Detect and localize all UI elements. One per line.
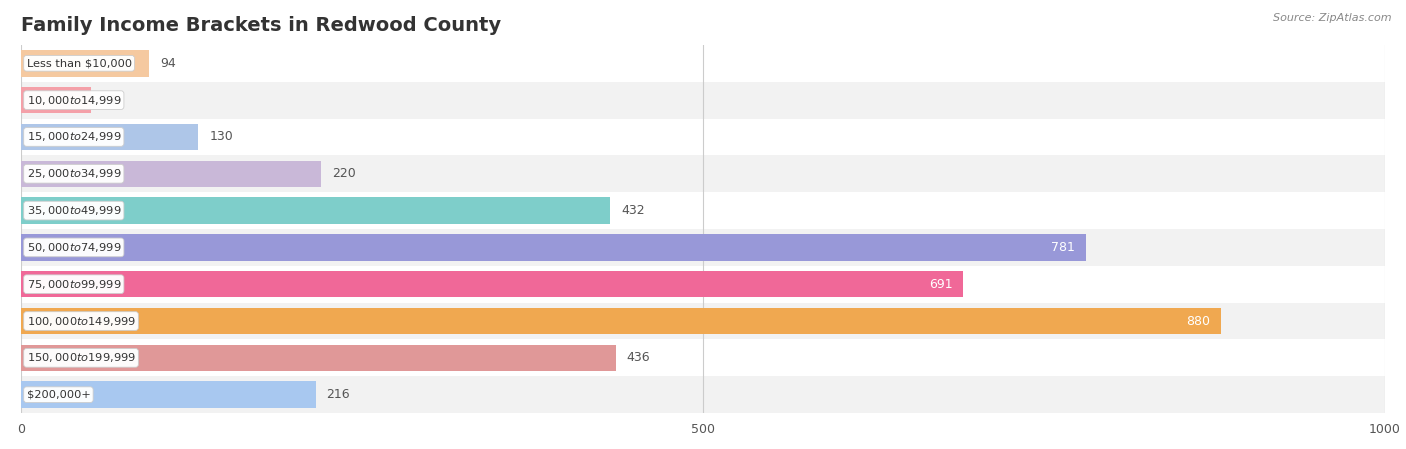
Text: 691: 691 <box>929 278 953 291</box>
Text: $25,000 to $34,999: $25,000 to $34,999 <box>27 167 121 180</box>
Text: Source: ZipAtlas.com: Source: ZipAtlas.com <box>1274 13 1392 23</box>
Text: Family Income Brackets in Redwood County: Family Income Brackets in Redwood County <box>21 16 501 35</box>
Text: 216: 216 <box>326 388 350 401</box>
Bar <box>21 160 321 187</box>
Text: $15,000 to $24,999: $15,000 to $24,999 <box>27 131 121 143</box>
Bar <box>21 271 963 298</box>
Bar <box>21 192 1385 229</box>
Text: 51: 51 <box>101 94 118 106</box>
Bar <box>21 82 1385 119</box>
Bar <box>21 339 1385 376</box>
Text: $10,000 to $14,999: $10,000 to $14,999 <box>27 94 121 106</box>
Bar <box>21 381 316 408</box>
Bar <box>21 123 198 150</box>
Text: Less than $10,000: Less than $10,000 <box>27 58 132 68</box>
Text: $100,000 to $149,999: $100,000 to $149,999 <box>27 315 135 327</box>
Text: 880: 880 <box>1187 315 1211 327</box>
Text: $200,000+: $200,000+ <box>27 390 90 400</box>
Text: $35,000 to $49,999: $35,000 to $49,999 <box>27 204 121 217</box>
Text: 94: 94 <box>160 57 176 70</box>
Bar <box>21 50 149 77</box>
Bar <box>21 119 1385 155</box>
Text: 436: 436 <box>627 352 650 364</box>
Bar <box>21 266 1385 303</box>
Text: 781: 781 <box>1052 241 1076 254</box>
Text: $75,000 to $99,999: $75,000 to $99,999 <box>27 278 121 291</box>
Bar <box>21 197 610 224</box>
Text: 130: 130 <box>209 131 233 143</box>
Bar <box>21 87 90 114</box>
Bar <box>21 308 1222 335</box>
Bar <box>21 45 1385 82</box>
Bar <box>21 155 1385 192</box>
Text: $50,000 to $74,999: $50,000 to $74,999 <box>27 241 121 254</box>
Bar <box>21 303 1385 339</box>
Bar <box>21 229 1385 266</box>
Bar <box>21 344 616 371</box>
Bar <box>21 376 1385 413</box>
Text: 432: 432 <box>621 204 645 217</box>
Bar <box>21 234 1087 261</box>
Text: $150,000 to $199,999: $150,000 to $199,999 <box>27 352 135 364</box>
Text: 220: 220 <box>332 167 356 180</box>
